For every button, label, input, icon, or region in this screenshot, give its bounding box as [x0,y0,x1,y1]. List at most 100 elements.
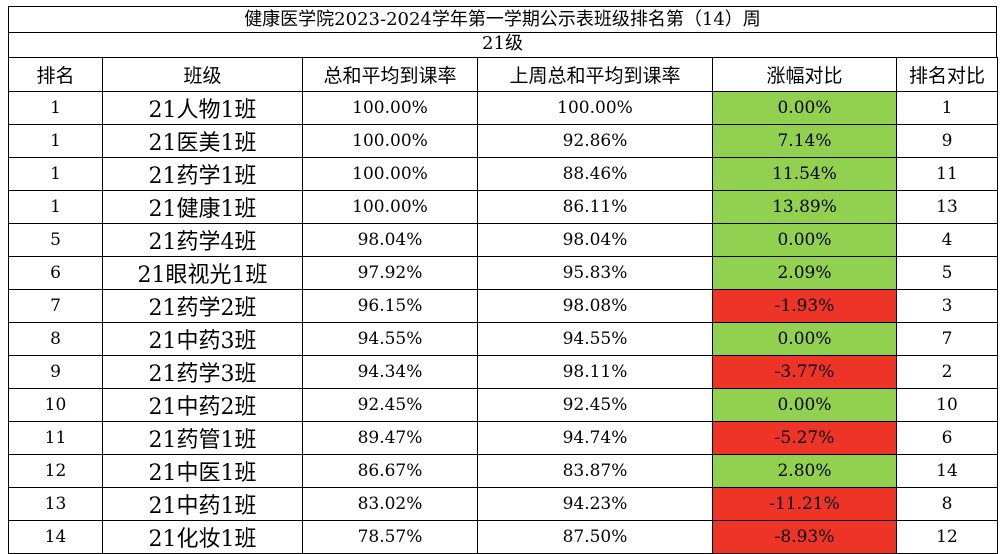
cell-class[interactable]: 21眼视光1班 [102,256,303,290]
header-change[interactable]: 涨幅对比 [712,57,897,92]
table-row: 11 21药管1班 89.47% 94.74% -5.27% 6 [8,421,998,455]
cell-last-week-attendance[interactable]: 88.46% [477,157,713,191]
cell-last-week-attendance[interactable]: 98.04% [477,223,713,257]
cell-last-week-attendance[interactable]: 94.55% [477,322,713,356]
cell-last-week-attendance[interactable]: 98.11% [477,355,713,389]
cell-class[interactable]: 21药学1班 [102,157,303,191]
cell-last-week-attendance[interactable]: 87.50% [477,520,713,554]
cell-change[interactable]: -8.93% [712,520,897,554]
cell-class[interactable]: 21药学2班 [102,289,303,323]
cell-rank-compare[interactable]: 6 [896,421,998,455]
cell-change[interactable]: -5.27% [712,421,897,455]
cell-class[interactable]: 21医美1班 [102,124,303,158]
cell-class[interactable]: 21药学4班 [102,223,303,257]
cell-last-week-attendance[interactable]: 100.00% [477,91,713,125]
cell-change[interactable]: 0.00% [712,388,897,422]
cell-rank[interactable]: 8 [8,322,103,356]
cell-rank[interactable]: 10 [8,388,103,422]
cell-class[interactable]: 21化妆1班 [102,520,303,554]
cell-rank-compare[interactable]: 5 [896,256,998,290]
cell-avg-attendance[interactable]: 97.92% [302,256,478,290]
cell-avg-attendance[interactable]: 94.34% [302,355,478,389]
cell-class[interactable]: 21中医1班 [102,454,303,488]
cell-rank[interactable]: 1 [8,157,103,191]
header-avg-attendance[interactable]: 总和平均到课率 [302,57,478,92]
cell-class[interactable]: 21药学3班 [102,355,303,389]
cell-class[interactable]: 21中药1班 [102,487,303,521]
cell-change[interactable]: 2.09% [712,256,897,290]
cell-rank[interactable]: 5 [8,223,103,257]
cell-rank[interactable]: 9 [8,355,103,389]
table-row: 8 21中药3班 94.55% 94.55% 0.00% 7 [8,322,998,356]
table-row: 12 21中医1班 86.67% 83.87% 2.80% 14 [8,454,998,488]
cell-class[interactable]: 21药管1班 [102,421,303,455]
cell-class[interactable]: 21中药3班 [102,322,303,356]
table-row: 6 21眼视光1班 97.92% 95.83% 2.09% 5 [8,256,998,290]
cell-rank[interactable]: 14 [8,520,103,554]
cell-rank-compare[interactable]: 3 [896,289,998,323]
cell-change[interactable]: 13.89% [712,190,897,224]
header-rank-compare[interactable]: 排名对比 [896,57,998,92]
cell-last-week-attendance[interactable]: 95.83% [477,256,713,290]
cell-avg-attendance[interactable]: 100.00% [302,124,478,158]
cell-avg-attendance[interactable]: 100.00% [302,190,478,224]
header-class[interactable]: 班级 [102,57,303,92]
cell-rank-compare[interactable]: 10 [896,388,998,422]
cell-rank-compare[interactable]: 4 [896,223,998,257]
cell-avg-attendance[interactable]: 86.67% [302,454,478,488]
table-row: 14 21化妆1班 78.57% 87.50% -8.93% 12 [8,520,998,554]
cell-last-week-attendance[interactable]: 92.86% [477,124,713,158]
cell-change[interactable]: -1.93% [712,289,897,323]
cell-last-week-attendance[interactable]: 92.45% [477,388,713,422]
cell-avg-attendance[interactable]: 92.45% [302,388,478,422]
header-last-week-attendance[interactable]: 上周总和平均到课率 [477,57,713,92]
cell-change[interactable]: 0.00% [712,91,897,125]
table-title[interactable]: 健康医学院2023-2024学年第一学期公示表班级排名第（14）周 [8,6,997,33]
cell-change[interactable]: 0.00% [712,223,897,257]
cell-rank-compare[interactable]: 14 [896,454,998,488]
cell-rank[interactable]: 1 [8,124,103,158]
cell-avg-attendance[interactable]: 100.00% [302,157,478,191]
cell-avg-attendance[interactable]: 89.47% [302,421,478,455]
table-row: 1 21健康1班 100.00% 86.11% 13.89% 13 [8,190,998,224]
cell-last-week-attendance[interactable]: 94.74% [477,421,713,455]
header-row: 排名 班级 总和平均到课率 上周总和平均到课率 涨幅对比 排名对比 [8,57,998,92]
cell-class[interactable]: 21中药2班 [102,388,303,422]
cell-rank-compare[interactable]: 13 [896,190,998,224]
cell-avg-attendance[interactable]: 100.00% [302,91,478,125]
cell-rank-compare[interactable]: 2 [896,355,998,389]
cell-last-week-attendance[interactable]: 98.08% [477,289,713,323]
cell-rank[interactable]: 7 [8,289,103,323]
cell-rank-compare[interactable]: 1 [896,91,998,125]
cell-rank-compare[interactable]: 8 [896,487,998,521]
cell-class[interactable]: 21健康1班 [102,190,303,224]
cell-class[interactable]: 21人物1班 [102,91,303,125]
cell-rank[interactable]: 13 [8,487,103,521]
cell-rank-compare[interactable]: 7 [896,322,998,356]
cell-rank[interactable]: 12 [8,454,103,488]
cell-avg-attendance[interactable]: 96.15% [302,289,478,323]
header-rank[interactable]: 排名 [8,57,103,92]
cell-avg-attendance[interactable]: 78.57% [302,520,478,554]
cell-change[interactable]: -3.77% [712,355,897,389]
cell-rank[interactable]: 6 [8,256,103,290]
cell-rank[interactable]: 11 [8,421,103,455]
cell-change[interactable]: 2.80% [712,454,897,488]
cell-rank-compare[interactable]: 11 [896,157,998,191]
grade-label[interactable]: 21级 [8,32,997,58]
cell-avg-attendance[interactable]: 83.02% [302,487,478,521]
cell-rank-compare[interactable]: 9 [896,124,998,158]
cell-change[interactable]: 7.14% [712,124,897,158]
cell-avg-attendance[interactable]: 98.04% [302,223,478,257]
cell-change[interactable]: -11.21% [712,487,897,521]
cell-avg-attendance[interactable]: 94.55% [302,322,478,356]
cell-rank[interactable]: 1 [8,91,103,125]
cell-last-week-attendance[interactable]: 94.23% [477,487,713,521]
cell-rank-compare[interactable]: 12 [896,520,998,554]
table-row: 1 21医美1班 100.00% 92.86% 7.14% 9 [8,124,998,158]
cell-last-week-attendance[interactable]: 83.87% [477,454,713,488]
cell-change[interactable]: 11.54% [712,157,897,191]
cell-last-week-attendance[interactable]: 86.11% [477,190,713,224]
cell-change[interactable]: 0.00% [712,322,897,356]
cell-rank[interactable]: 1 [8,190,103,224]
